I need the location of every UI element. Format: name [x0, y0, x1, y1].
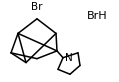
Text: BrH: BrH [87, 11, 107, 21]
Text: Br: Br [31, 2, 43, 12]
Text: N: N [65, 53, 73, 63]
